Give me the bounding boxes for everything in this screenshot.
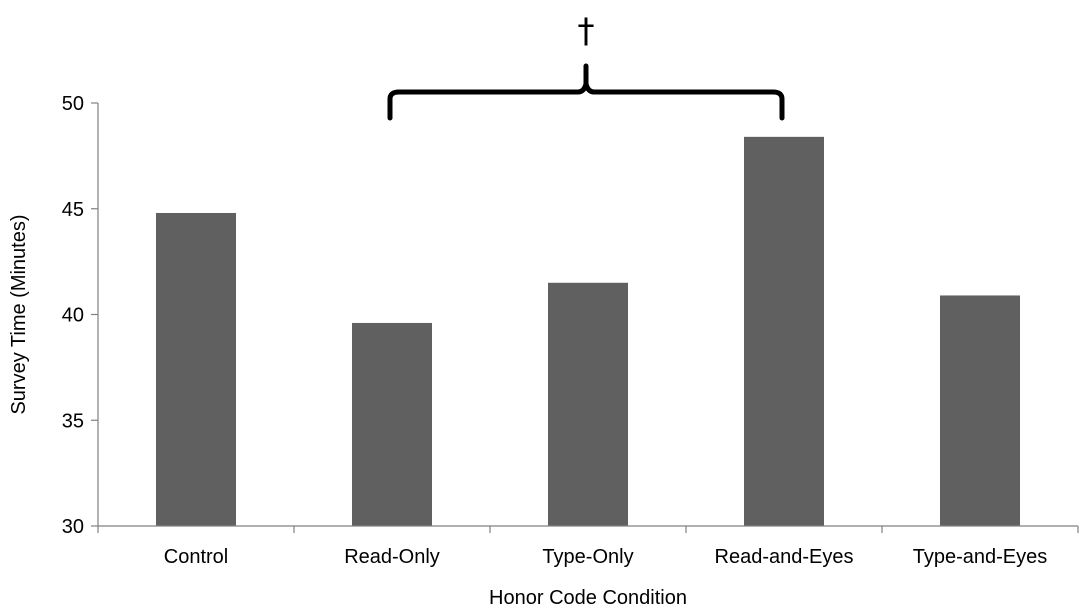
y-tick-label: 35 <box>62 410 84 432</box>
bar-control <box>156 212 236 527</box>
x-tick-label: Type-and-Eyes <box>913 546 1048 568</box>
bar-type-and-eyes <box>940 295 1020 526</box>
x-axis-title: Honor Code Condition <box>489 587 687 609</box>
x-tick-label: Read-Only <box>344 546 440 568</box>
y-axis-title: Survey Time (Minutes) <box>8 214 30 414</box>
y-tick-label: 40 <box>62 305 84 327</box>
y-tick-label: 50 <box>62 93 84 115</box>
x-tick-label: Read-and-Eyes <box>715 546 854 568</box>
bar-read-and-eyes <box>744 136 824 526</box>
x-tick-label: Control <box>164 546 228 568</box>
y-tick-label: 45 <box>62 199 84 221</box>
bar-read-only <box>352 322 432 526</box>
significance-dagger: † <box>578 11 595 51</box>
y-ticks-group: 30 35 40 45 50 <box>62 93 98 538</box>
x-tick-label: Type-Only <box>542 546 633 568</box>
x-ticks-group: Control Read-Only Type-Only Read-and-Eyes Ty… <box>97 526 1079 568</box>
bar-type-only <box>548 282 628 526</box>
y-tick-label: 30 <box>62 516 84 538</box>
significance-bracket <box>387 63 785 121</box>
bars-group <box>156 136 1020 527</box>
